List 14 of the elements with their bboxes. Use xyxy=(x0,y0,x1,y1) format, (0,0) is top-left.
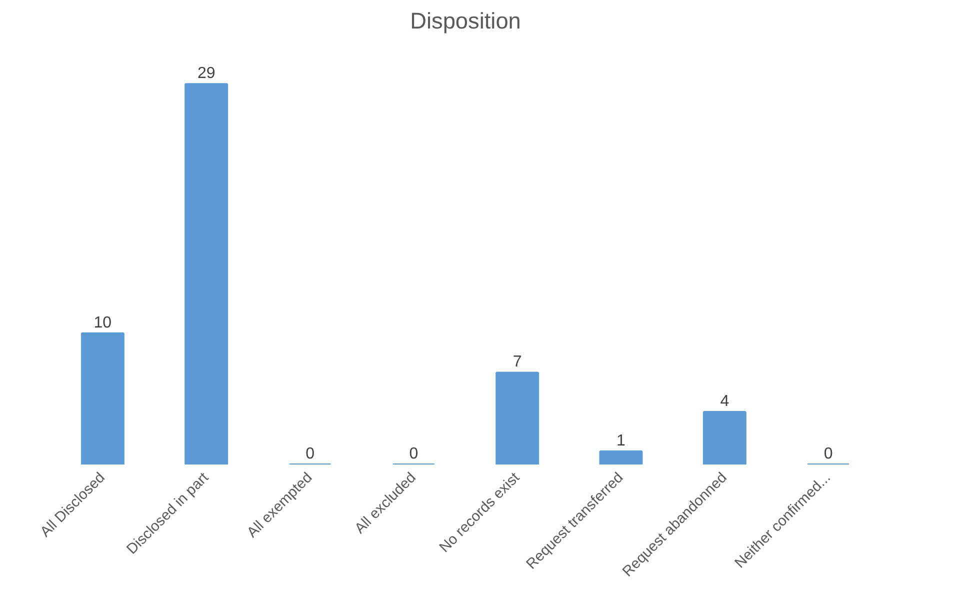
data-label: 4 xyxy=(720,393,730,410)
bar xyxy=(496,372,540,464)
bar xyxy=(184,83,228,464)
data-label: 0 xyxy=(824,446,833,462)
data-label: 29 xyxy=(197,65,216,82)
data-label: 0 xyxy=(306,446,315,462)
data-label: 7 xyxy=(512,354,522,371)
bar xyxy=(702,411,746,464)
data-label: 1 xyxy=(616,432,626,450)
data-label: 10 xyxy=(94,314,112,332)
bar xyxy=(80,332,124,464)
bar xyxy=(599,450,643,464)
chart-title: Disposition xyxy=(410,8,521,34)
data-label: 0 xyxy=(409,446,418,462)
